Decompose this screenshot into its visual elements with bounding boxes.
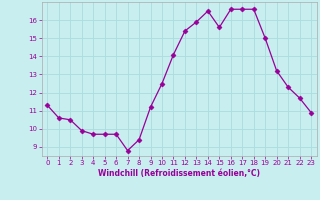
X-axis label: Windchill (Refroidissement éolien,°C): Windchill (Refroidissement éolien,°C) <box>98 169 260 178</box>
